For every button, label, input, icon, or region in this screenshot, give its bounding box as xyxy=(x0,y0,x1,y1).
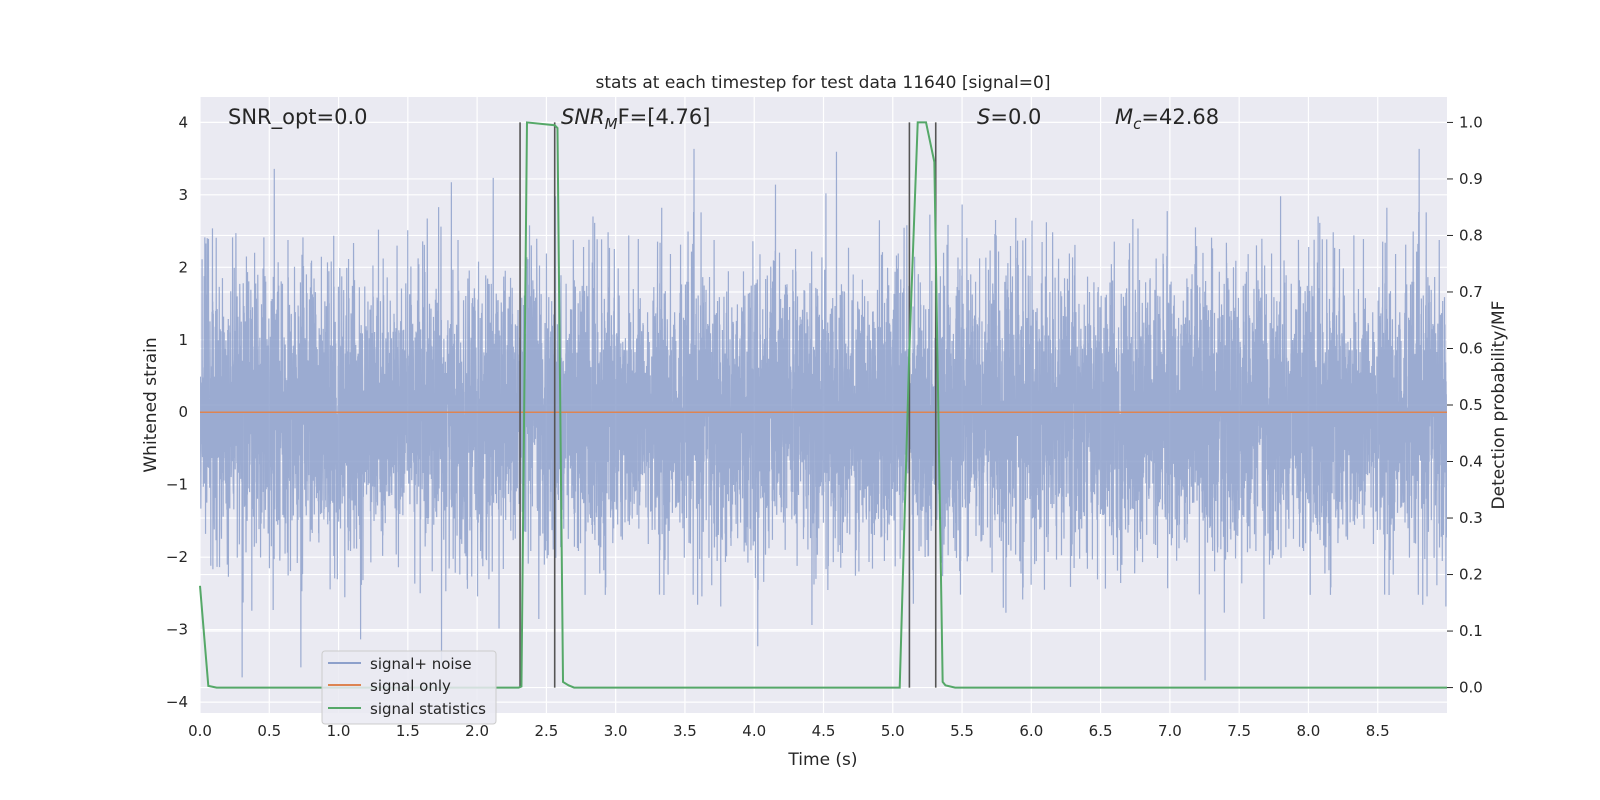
x-tick-label: 6.0 xyxy=(1019,722,1043,740)
y-tick-label: 3 xyxy=(178,186,188,204)
y2-tick-label: 0.4 xyxy=(1459,453,1483,471)
x-tick-label: 7.0 xyxy=(1158,722,1182,740)
x-tick-label: 2.0 xyxy=(465,722,489,740)
y2-tick-label: 0.0 xyxy=(1459,679,1483,697)
x-tick-label: 5.0 xyxy=(881,722,905,740)
y2-tick-label: 0.7 xyxy=(1459,283,1483,301)
annotation-snr-mf: SNRMF=[4.76] xyxy=(561,105,710,133)
y-tick-label: 4 xyxy=(178,113,188,131)
annotation-mc-value: =42.68 xyxy=(1141,105,1219,129)
chart-title: stats at each timestep for test data 116… xyxy=(596,73,1051,93)
y-tick-label: −4 xyxy=(166,693,188,711)
x-tick-label: 1.0 xyxy=(327,722,351,740)
legend-box xyxy=(321,650,497,725)
y2-tick-label: 0.2 xyxy=(1459,566,1483,584)
y-tick-label: 2 xyxy=(178,258,188,276)
y2-tick-label: 0.1 xyxy=(1459,622,1483,640)
y-tick-label: −2 xyxy=(166,548,188,566)
x-tick-label: 0.5 xyxy=(257,722,281,740)
x-tick-label: 3.0 xyxy=(604,722,628,740)
y-tick-label: 0 xyxy=(178,403,188,421)
x-tick-label: 4.5 xyxy=(812,722,836,740)
annotation-snr-opt: SNR_opt=0.0 xyxy=(228,105,368,130)
series-signal-noise xyxy=(200,148,1447,681)
legend: signal+ noise signal only signal statist… xyxy=(321,650,497,725)
x-tick-label: 3.5 xyxy=(673,722,697,740)
annotation-s: S=0.0 xyxy=(977,105,1041,129)
y2-tick-label: 0.3 xyxy=(1459,509,1483,527)
annotation-mc-subscript: c xyxy=(1133,115,1142,133)
noise-line xyxy=(200,148,1447,681)
annotation-mc-symbol: M xyxy=(1115,105,1133,129)
y2-tick-label: 1.0 xyxy=(1459,113,1483,131)
y2-axis-label: Detection probability/MF xyxy=(1489,301,1509,510)
x-tick-label: 0.0 xyxy=(188,722,212,740)
tick-labels: 0.0 0.5 1.0 1.5 2.0 2.5 3.0 3.5 4.0 4.5 5.0 5.5 6.0 6… xyxy=(166,113,1483,740)
legend-label-signal-statistics: signal statistics xyxy=(370,700,486,718)
y2-tick-label: 0.9 xyxy=(1459,170,1483,188)
y2-tick-label: 0.8 xyxy=(1459,226,1483,244)
annotation-mc: Mc=42.68 xyxy=(1115,105,1219,133)
legend-label-signal-only: signal only xyxy=(370,677,451,695)
legend-label-signal-noise: signal+ noise xyxy=(370,655,472,673)
x-tick-label: 1.5 xyxy=(396,722,420,740)
annotation-snr-mf-value: F=[4.76] xyxy=(618,105,711,129)
x-tick-label: 4.0 xyxy=(742,722,766,740)
y-axis-label: Whitened strain xyxy=(141,337,161,472)
annotation-snr-mf-subscript: M xyxy=(605,115,618,133)
x-tick-label: 5.5 xyxy=(950,722,974,740)
y-tick-label: −3 xyxy=(166,621,188,639)
y-tick-label: 1 xyxy=(178,331,188,349)
x-tick-label: 2.5 xyxy=(534,722,558,740)
annotation-snr-mf-symbol: SNR xyxy=(561,105,605,129)
annotation-s-value: =0.0 xyxy=(990,105,1041,129)
x-tick-label: 8.5 xyxy=(1366,722,1390,740)
y2-tick-label: 0.5 xyxy=(1459,396,1483,414)
x-tick-label: 8.0 xyxy=(1297,722,1321,740)
x-axis-label: Time (s) xyxy=(787,750,857,770)
signal-statistics-line xyxy=(199,121,1447,689)
x-tick-label: 6.5 xyxy=(1089,722,1113,740)
series-signal-statistics xyxy=(199,121,1447,689)
vertical-markers xyxy=(519,122,937,688)
annotation-s-symbol: S xyxy=(977,105,990,129)
y-tick-label: −1 xyxy=(166,476,188,494)
y2-tick-label: 0.6 xyxy=(1459,339,1483,357)
x-tick-label: 7.5 xyxy=(1227,722,1251,740)
